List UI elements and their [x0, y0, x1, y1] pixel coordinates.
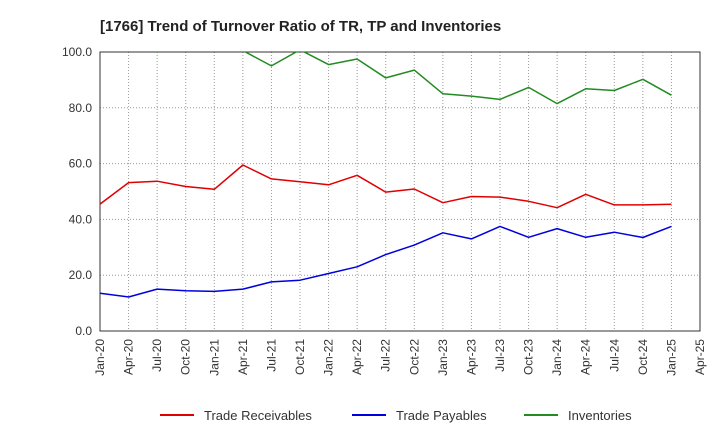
y-tick-label: 60.0 — [69, 157, 93, 171]
x-tick-label: Jul-20 — [150, 339, 164, 372]
x-tick-label: Apr-20 — [122, 339, 136, 375]
legend-label-trade-receivables: Trade Receivables — [204, 408, 312, 423]
x-tick-label: Oct-20 — [179, 339, 193, 375]
x-tick-label: Apr-24 — [579, 339, 593, 375]
legend-label-trade-payables: Trade Payables — [396, 408, 487, 423]
plot-frame — [99, 51, 701, 332]
x-tick-label: Jan-23 — [436, 339, 450, 376]
x-tick-label: Jul-21 — [264, 339, 278, 372]
x-tick-label: Oct-22 — [407, 339, 421, 375]
grid-lines — [100, 52, 700, 331]
x-tick-label: Jul-22 — [379, 339, 393, 372]
y-tick-label: 0.0 — [75, 324, 92, 338]
legend: Trade Receivables Trade Payables Inventori… — [160, 408, 632, 423]
x-tick-label: Jan-22 — [322, 339, 336, 376]
series-line-inventories — [155, 52, 672, 105]
x-tick-label: Oct-23 — [522, 339, 536, 375]
y-tick-label: 80.0 — [69, 101, 93, 115]
chart-title: [1766] Trend of Turnover Ratio of TR, TP… — [100, 18, 501, 35]
x-tick-label: Jan-24 — [550, 339, 564, 376]
x-tick-label: Apr-23 — [464, 339, 478, 375]
series-lines — [100, 52, 672, 298]
y-axis: 0.0 20.0 40.0 60.0 80.0 100.0 — [62, 45, 92, 338]
x-tick-label: Jul-24 — [607, 339, 621, 372]
x-tick-label: Apr-25 — [693, 339, 707, 375]
x-tick-label: Jul-23 — [493, 339, 507, 372]
x-tick-label: Jan-21 — [207, 339, 221, 376]
y-tick-label: 20.0 — [69, 268, 93, 282]
x-tick-label: Oct-24 — [636, 339, 650, 375]
x-tick-label: Jan-20 — [93, 339, 107, 376]
y-tick-label: 100.0 — [62, 45, 92, 59]
legend-label-inventories: Inventories — [568, 408, 632, 423]
series-line-trade-receivables — [100, 164, 672, 209]
x-tick-label: Apr-21 — [236, 339, 250, 375]
x-axis: Jan-20 Apr-20 Jul-20 Oct-20 Jan-21 Apr-21 Jul-… — [93, 339, 707, 376]
x-tick-label: Apr-22 — [350, 339, 364, 375]
x-tick-label: Oct-21 — [293, 339, 307, 375]
x-tick-label: Jan-25 — [664, 339, 678, 376]
series-line-trade-payables — [100, 225, 672, 298]
y-tick-label: 40.0 — [69, 212, 93, 226]
